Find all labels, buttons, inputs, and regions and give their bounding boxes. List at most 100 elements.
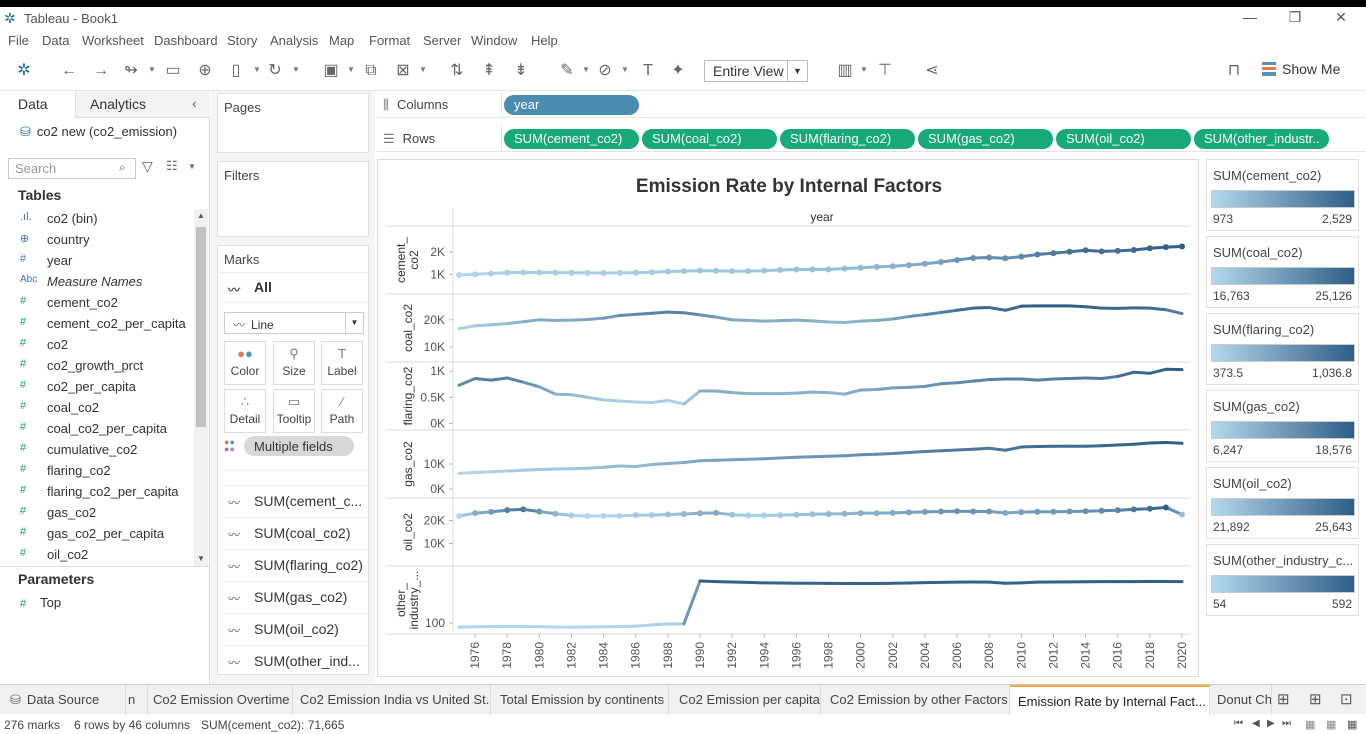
marks-measure-row[interactable]: 〰 SUM(other_ind...	[218, 645, 370, 677]
menu-file[interactable]: File	[8, 33, 29, 48]
new-worksheet-dropdown-icon[interactable]: ▼	[347, 65, 355, 74]
new-worksheet-icon[interactable]: ⊞	[1277, 691, 1290, 708]
field-item[interactable]: # cumulative_co2	[0, 440, 194, 461]
filter-icon[interactable]: ▽	[142, 158, 153, 174]
duplicate-sheet-icon[interactable]: ⧉	[365, 62, 377, 79]
marks-all[interactable]: 〰 All	[218, 273, 370, 303]
group-dropdown-icon[interactable]: ▼	[621, 65, 629, 74]
color-legend[interactable]: SUM(flaring_co2) 373.5 1,036.8	[1206, 313, 1359, 385]
field-item[interactable]: # gas_co2	[0, 503, 194, 524]
tableau-home-icon[interactable]: ✲	[17, 62, 31, 79]
columns-shelf[interactable]: ⫼ Columns year	[377, 92, 1366, 118]
next-sheet-icon[interactable]: ▶	[1267, 718, 1275, 729]
multiple-fields-pill[interactable]: Multiple fields	[244, 436, 354, 456]
detail-button[interactable]: ∴ Detail	[224, 389, 266, 433]
show-tabs-icon[interactable]: ▦	[1326, 719, 1337, 731]
data-source-tab[interactable]: ⛁ Data Source	[0, 685, 126, 715]
menu-story[interactable]: Story	[227, 33, 258, 48]
clear-dropdown-icon[interactable]: ▼	[419, 65, 427, 74]
sort-descending-icon[interactable]: ⇟	[514, 62, 528, 79]
marks-measure-row[interactable]: 〰 SUM(cement_c...	[218, 485, 370, 517]
color-legend[interactable]: SUM(gas_co2) 6,247 18,576	[1206, 390, 1359, 462]
scrollbar-thumb[interactable]	[196, 227, 206, 427]
sort-ascending-icon[interactable]: ⇞	[482, 62, 496, 79]
visualization-canvas[interactable]: Emission Rate by Internal Factors year cem…	[377, 159, 1199, 677]
size-button[interactable]: ⚲ Size	[273, 341, 315, 385]
tab-analytics[interactable]: Analytics	[90, 96, 147, 112]
field-item[interactable]: # flaring_co2	[0, 461, 194, 482]
field-item[interactable]: ⊕ country	[0, 230, 194, 251]
menu-server[interactable]: Server	[423, 33, 462, 48]
sheet-tab[interactable]: Co2 Emission per capita	[669, 685, 821, 715]
pause-dropdown-icon[interactable]: ▼	[253, 65, 261, 74]
scroll-up-icon[interactable]: ▲	[197, 211, 205, 220]
close-icon[interactable]: ✕	[1335, 9, 1347, 25]
last-sheet-icon[interactable]: ⏭	[1282, 718, 1291, 729]
view-mode-select[interactable]: Entire View ▼	[704, 60, 808, 82]
datasource-item[interactable]: ⛁ co2 new (co2_emission)	[20, 124, 177, 140]
menu-data[interactable]: Data	[42, 33, 70, 48]
new-dashboard-icon[interactable]: ⊞	[1309, 691, 1322, 708]
menu-map[interactable]: Map	[329, 33, 355, 48]
refresh-dropdown-icon[interactable]: ▼	[292, 65, 300, 74]
field-item[interactable]: # oil_co2	[0, 545, 194, 566]
cards-icon[interactable]: ▥	[837, 62, 853, 79]
undo-icon[interactable]: ←	[61, 62, 77, 79]
chevron-down-icon[interactable]: ▼	[345, 313, 363, 333]
column-pill-year[interactable]: year	[504, 95, 639, 115]
menu-dashboard[interactable]: Dashboard	[154, 33, 218, 48]
new-worksheet-icon[interactable]: ▣	[323, 62, 339, 79]
menu-format[interactable]: Format	[369, 33, 411, 48]
field-item[interactable]: # co2	[0, 335, 194, 356]
field-item[interactable]: # co2_growth_prct	[0, 356, 194, 377]
prev-sheet-icon[interactable]: ◀	[1252, 718, 1260, 729]
field-item[interactable]: # cement_co2	[0, 293, 194, 314]
color-legend[interactable]: SUM(other_industry_c... 54 592	[1206, 544, 1359, 616]
field-item[interactable]: # co2_per_capita	[0, 377, 194, 398]
grid-view-icon[interactable]: ▦	[1347, 719, 1358, 731]
show-me-button[interactable]: Show Me	[1262, 61, 1362, 83]
highlight-icon[interactable]: ✎	[560, 62, 574, 79]
clear-sheet-icon[interactable]: ⊠	[396, 62, 410, 79]
collapse-pane-icon[interactable]: ‹	[192, 95, 197, 111]
menu-window[interactable]: Window	[471, 33, 518, 48]
first-sheet-icon[interactable]: ⏮	[1234, 718, 1243, 729]
chevron-down-icon[interactable]: ▼	[787, 61, 807, 81]
parameter-top[interactable]: # Top	[20, 595, 61, 610]
view-list-icon[interactable]: ☷	[166, 158, 178, 173]
marks-measure-row[interactable]: 〰 SUM(gas_co2)	[218, 581, 370, 613]
row-pill[interactable]: SUM(flaring_co2)	[780, 129, 915, 149]
marks-measure-row[interactable]: 〰 SUM(coal_co2)	[218, 517, 370, 549]
color-legend[interactable]: SUM(cement_co2) 973 2,529	[1206, 159, 1359, 231]
replay-icon[interactable]: ↬	[124, 62, 138, 79]
menu-help[interactable]: Help	[531, 33, 558, 48]
redo-icon[interactable]: →	[93, 62, 109, 79]
row-pill[interactable]: SUM(other_industr..	[1194, 129, 1329, 149]
show-filmstrip-icon[interactable]: ▦	[1305, 719, 1316, 731]
path-button[interactable]: ⁄ Path	[321, 389, 363, 433]
row-pill[interactable]: SUM(cement_co2)	[504, 129, 639, 149]
share-icon[interactable]: ⋖	[925, 62, 939, 79]
sheet-tab[interactable]: Donut Ch	[1210, 685, 1272, 715]
minimize-icon[interactable]: —	[1243, 9, 1257, 25]
menu-worksheet[interactable]: Worksheet	[82, 33, 144, 48]
presentation-icon[interactable]: ⊤	[878, 62, 892, 79]
replay-dropdown-icon[interactable]: ▼	[148, 65, 156, 74]
cards-dropdown-icon[interactable]: ▼	[860, 65, 868, 74]
color-legend[interactable]: SUM(coal_co2) 16,763 25,126	[1206, 236, 1359, 308]
field-list-scrollbar[interactable]: ▲ ▼	[194, 209, 208, 566]
rows-shelf[interactable]: ☰ Rows SUM(cement_co2) SUM(coal_co2) SUM(…	[377, 126, 1366, 152]
refresh-icon[interactable]: ↻	[268, 62, 282, 79]
save-icon[interactable]: ▭	[165, 62, 181, 79]
pause-updates-icon[interactable]: ▯	[231, 62, 241, 79]
scroll-down-icon[interactable]: ▼	[197, 554, 205, 563]
search-input[interactable]: Search	[8, 158, 136, 179]
line-chart[interactable]: Emission Rate by Internal Factors year cem…	[378, 160, 1200, 678]
field-item[interactable]: # gas_co2_per_capita	[0, 524, 194, 545]
menu-analysis[interactable]: Analysis	[270, 33, 319, 48]
highlight-dropdown-icon[interactable]: ▼	[582, 65, 590, 74]
fix-axes-icon[interactable]: ✦	[671, 62, 685, 79]
filters-card[interactable]: Filters	[217, 161, 369, 237]
view-dropdown-icon[interactable]: ▼	[188, 162, 196, 171]
color-button[interactable]: ●● Color	[224, 341, 266, 385]
